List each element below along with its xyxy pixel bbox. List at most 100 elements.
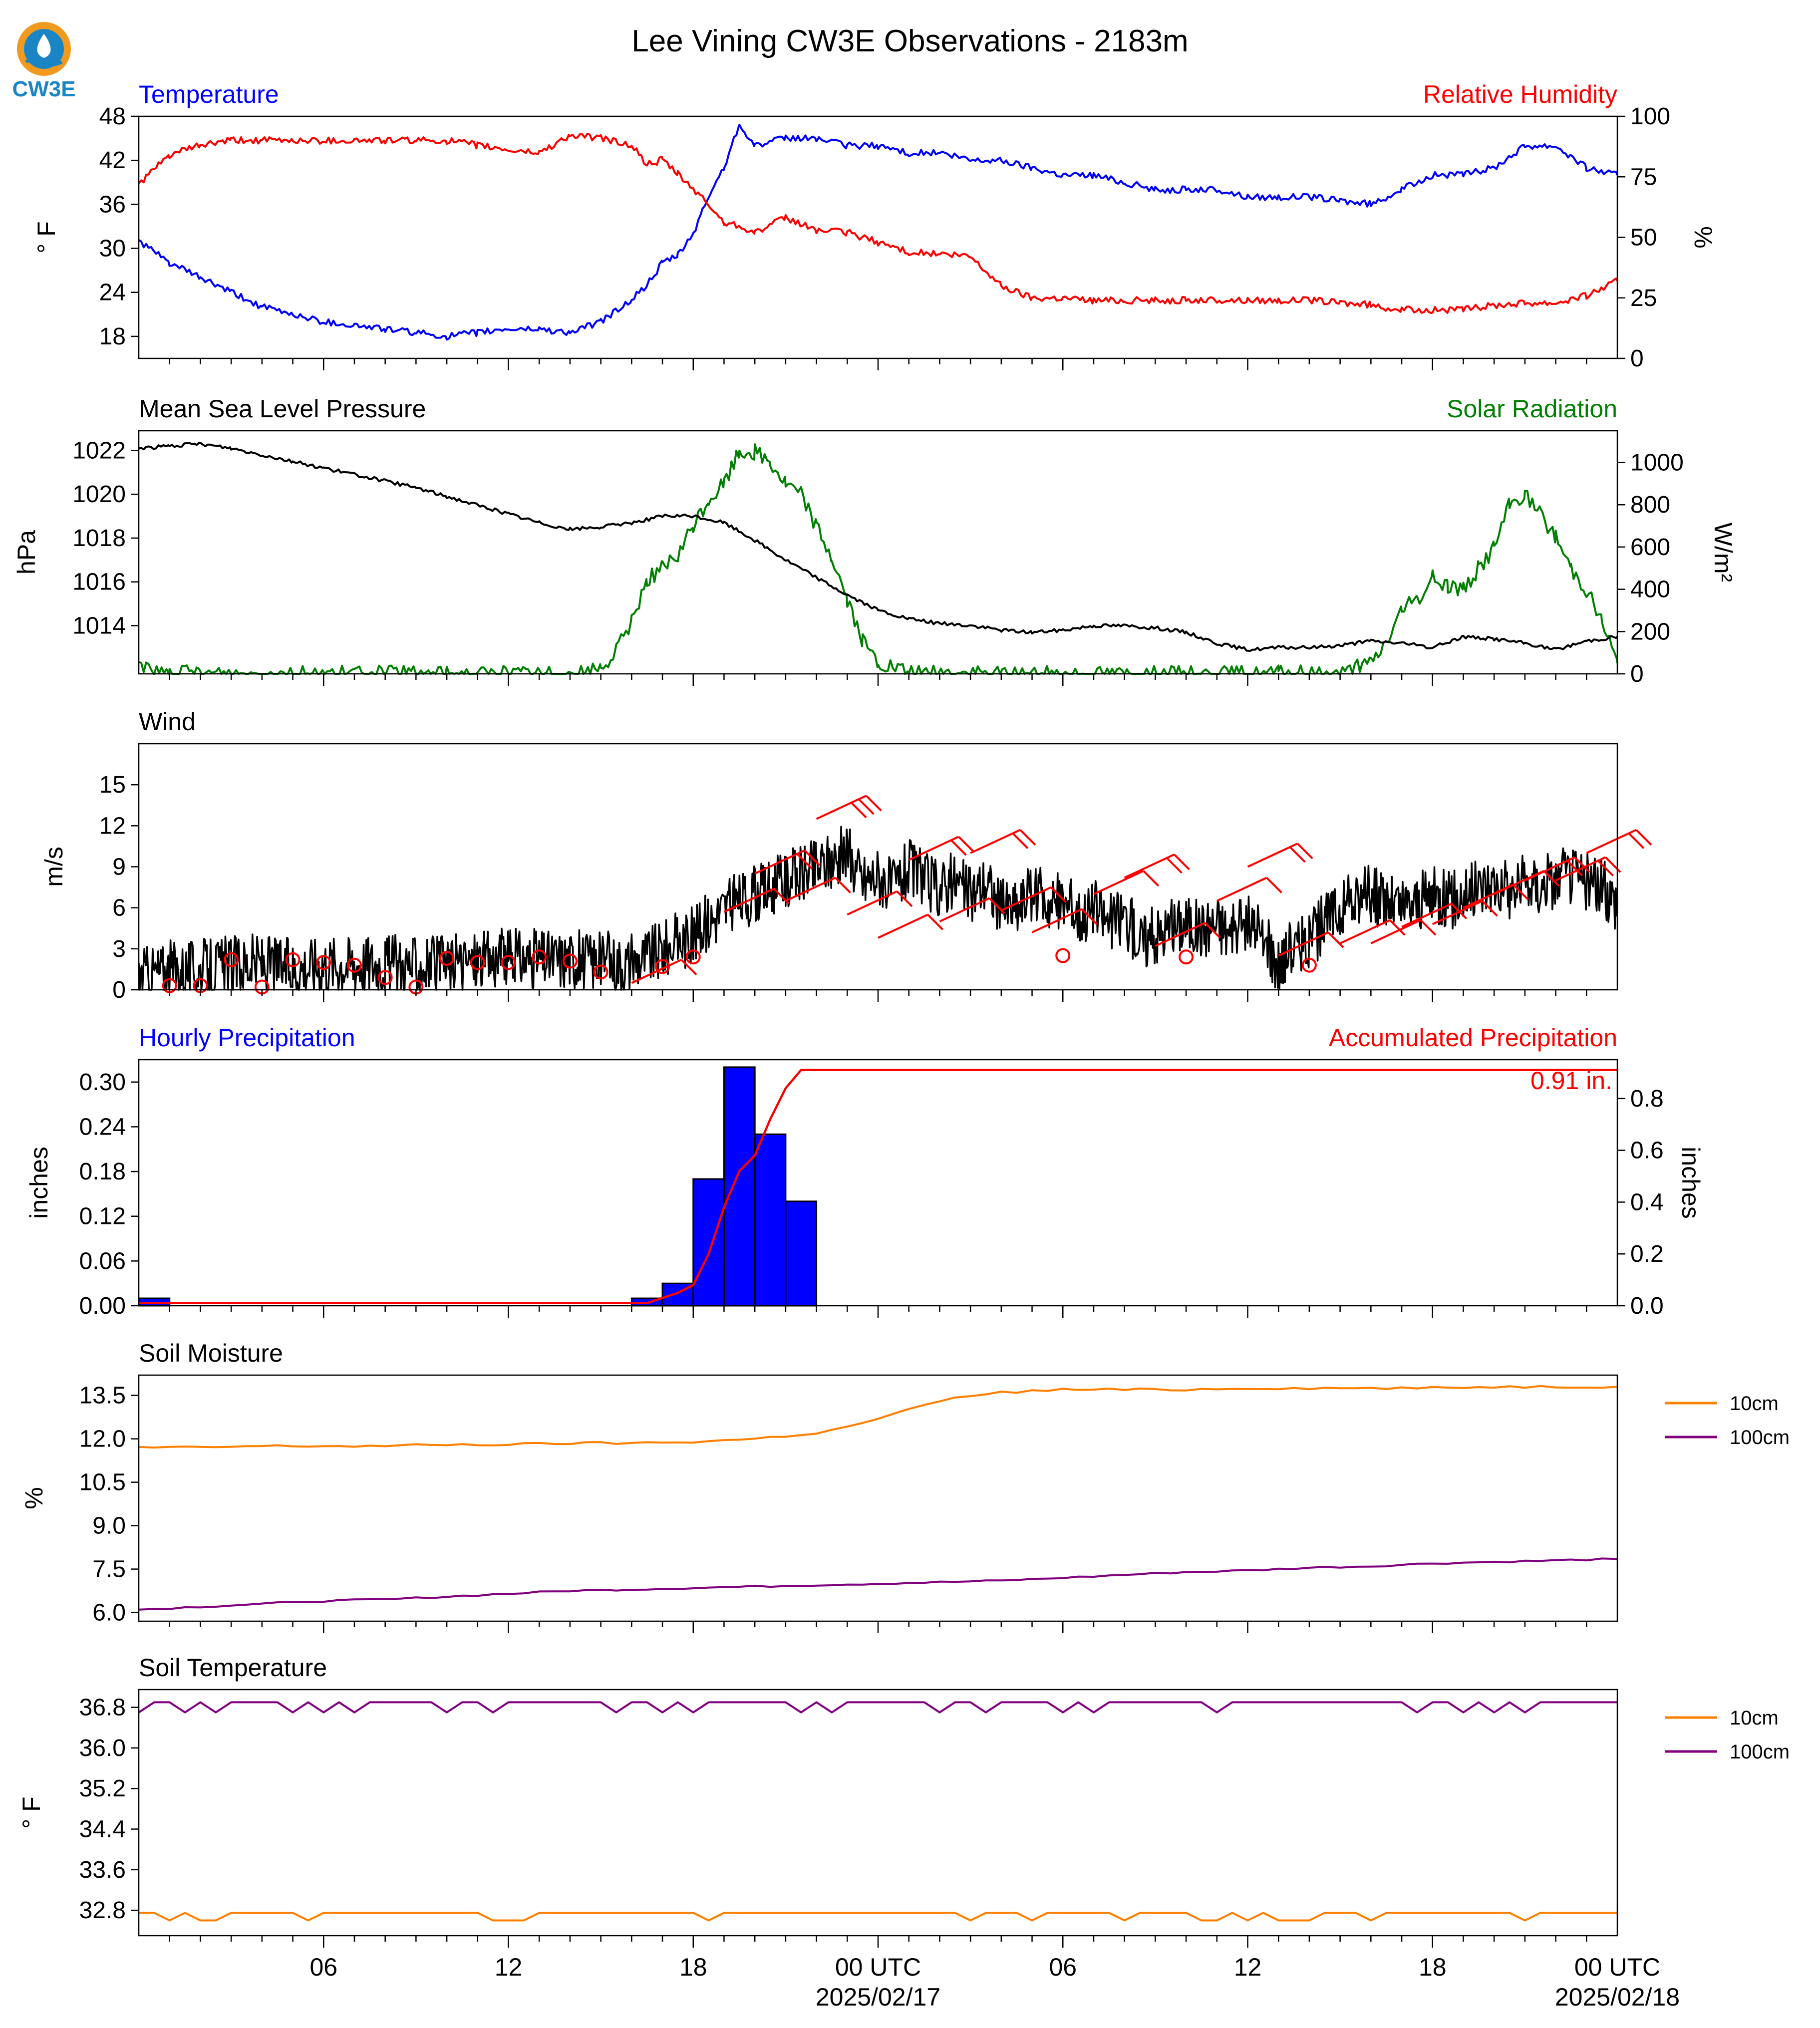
wind-barb-calm (562, 953, 578, 969)
x-date-label: 2025/02/18 (1555, 1983, 1680, 2011)
y-axis-label-right: inches (1677, 1147, 1705, 1219)
wind-barb-shaft (1432, 900, 1483, 925)
wind-barb-flag (1204, 922, 1221, 939)
wind-barb-shaft (1124, 854, 1175, 879)
logo-wave-icon (25, 57, 63, 66)
y-tick-label-left: 6 (112, 895, 126, 921)
wind-barb-flag (1635, 829, 1652, 846)
humidity-line (138, 133, 1618, 314)
wind-barb-shaft (1524, 856, 1575, 881)
wind-barb-calm (224, 952, 239, 967)
wind-barb-calm (1055, 948, 1071, 963)
y-tick-label-right: 400 (1630, 577, 1670, 603)
x-tick-label: 12 (1234, 1953, 1262, 1981)
soil-moisture-100cm-line (138, 1557, 1618, 1611)
pressure-line (138, 441, 1618, 652)
wind-barb-calm (655, 959, 670, 974)
x-date-label: 2025/02/17 (816, 1983, 940, 2011)
panel-title-left: Soil Moisture (139, 1339, 283, 1367)
wind-barb-calm (501, 955, 516, 970)
panel-title-left: Soil Temperature (139, 1654, 327, 1682)
y-axis-label-right: % (1689, 226, 1717, 248)
y-tick-label-left: 18 (99, 323, 126, 350)
wind-barb-flag (1289, 846, 1306, 863)
wind-barb-flag (927, 914, 944, 930)
y-tick-label-right: 0.2 (1630, 1241, 1664, 1267)
y-tick-label-left: 0.30 (79, 1069, 126, 1096)
y-tick-label-left: 15 (99, 772, 126, 798)
precip-bar (138, 1297, 171, 1307)
wind-barb-flag (1597, 860, 1614, 876)
y-tick-label-left: 35.2 (79, 1775, 126, 1802)
x-tick-label: 18 (1419, 1953, 1447, 1981)
y-tick-label-right: 25 (1630, 285, 1657, 311)
accumulated-precip-line (139, 1069, 1617, 1305)
plot-frame (138, 430, 1618, 675)
y-tick-label-right: 0.8 (1630, 1086, 1664, 1112)
x-tick-label: 18 (679, 1953, 707, 1981)
legend-label: 100cm (1730, 1427, 1790, 1449)
y-tick-label-left: 48 (99, 103, 126, 130)
wind-barb-shaft (1555, 856, 1606, 881)
y-tick-label-right: 0.0 (1630, 1293, 1664, 1319)
x-tick-label: 00 UTC (1574, 1953, 1660, 1981)
y-axis-label-left: ° F (17, 1796, 45, 1828)
temperature-line (138, 124, 1618, 341)
wind-barb-shaft (970, 829, 1021, 854)
y-tick-label-left: 0.12 (79, 1203, 126, 1230)
wind-barb-flag (804, 850, 821, 867)
soil-temperature-100cm-line (138, 1701, 1617, 1714)
wind-barb-calm (285, 952, 301, 967)
y-tick-label-right: 800 (1630, 492, 1670, 518)
wind-barb-flag (1482, 900, 1498, 917)
x-tick-label: 12 (495, 1953, 523, 1981)
y-tick-label-right: 50 (1630, 225, 1657, 251)
wind-barb-flag (1566, 860, 1583, 876)
y-tick-label-right: 75 (1630, 164, 1657, 190)
wind-barb-flag (858, 798, 875, 815)
y-axis-label-left: inches (25, 1147, 53, 1219)
y-tick-label-right: 100 (1630, 103, 1670, 130)
wind-barb-shaft (723, 887, 774, 913)
x-tick-label: 06 (309, 1953, 337, 1981)
y-tick-label-left: 32.8 (79, 1897, 126, 1924)
y-tick-label-left: 3 (112, 936, 126, 962)
y-tick-label-right: 0.6 (1630, 1138, 1664, 1164)
x-tick-label: 00 UTC (835, 1953, 921, 1981)
y-tick-label-left: 1018 (72, 525, 126, 552)
solar-radiation-line (138, 443, 1618, 675)
y-tick-label-left: 36 (99, 191, 126, 218)
logo-text: CW3E (12, 77, 75, 101)
y-tick-label-left: 1022 (72, 437, 126, 464)
wind-barb-flag (865, 795, 882, 812)
wind-barb-shaft (1093, 869, 1144, 895)
wind-barb-flag (1628, 833, 1645, 850)
panel-pressure-solar: Mean Sea Level Pressure Solar Radiation 10… (12, 395, 1737, 687)
y-tick-label-left: 34.4 (79, 1816, 126, 1843)
legend-label: 10cm (1730, 1707, 1779, 1729)
wind-barb-shaft (1370, 919, 1421, 944)
y-axis-label-left: % (20, 1487, 48, 1509)
panel-title-left: Temperature (139, 80, 279, 108)
legend: 10cm 100cm (1665, 1707, 1790, 1763)
wind-barb-flag (1012, 833, 1029, 850)
panel-title-right: Relative Humidity (1423, 80, 1617, 108)
legend-label: 10cm (1730, 1393, 1779, 1415)
wind-barb-shaft (631, 959, 682, 984)
x-tick-label: 06 (1049, 1953, 1077, 1981)
wind-barb-shaft (754, 849, 805, 875)
accumulated-total-label: 0.91 in. (1530, 1067, 1612, 1095)
wind-barb-shaft (1216, 876, 1267, 902)
wind-barb-shaft (939, 897, 990, 922)
y-tick-label-right: 200 (1630, 618, 1670, 645)
y-tick-label-left: 1020 (72, 481, 126, 508)
wind-barb-flag (1266, 877, 1282, 893)
wind-barb-shaft (878, 913, 928, 939)
wind-barb-flag (680, 959, 697, 976)
y-tick-label-left: 0.00 (79, 1293, 126, 1319)
wind-barb-flag (1019, 829, 1036, 846)
y-axis-label-left: hPa (12, 530, 40, 575)
panel-title-right: Solar Radiation (1447, 395, 1617, 423)
wind-barb-shaft (1401, 902, 1452, 928)
panel-precipitation: Hourly Precipitation Accumulated Precipit… (25, 1024, 1705, 1319)
